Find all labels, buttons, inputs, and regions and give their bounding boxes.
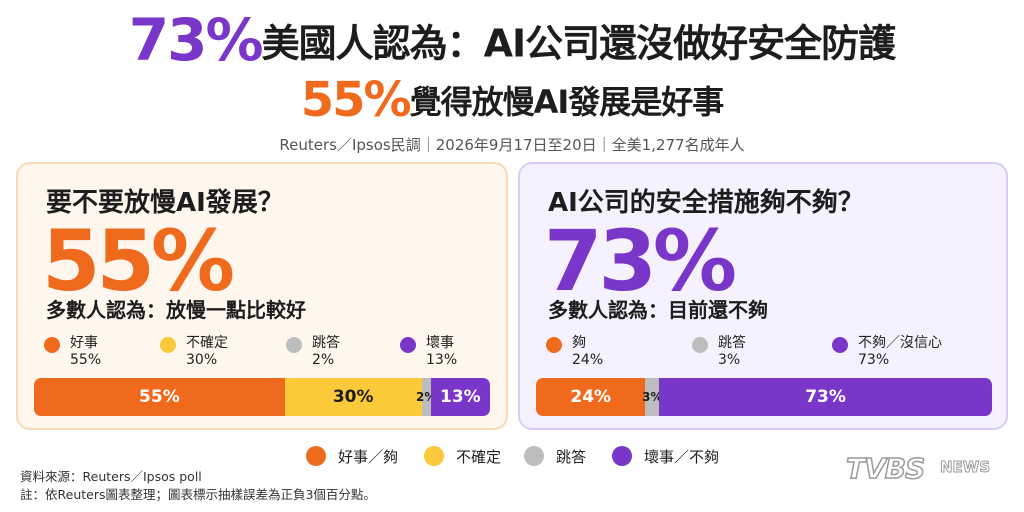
chart-panel-safety: AI公司的安全措施夠不夠？ 73% 多數人認為：目前還不夠 夠 24% 跳答 3… (518, 162, 1008, 430)
panel-subtitle: 多數人認為：目前還不夠 (548, 298, 768, 322)
panel-big-percent: 55% (42, 212, 235, 310)
legend-value: 24% (572, 352, 604, 368)
legend-label: 跳答 (312, 335, 340, 351)
bar-segment-label: 13% (440, 387, 481, 407)
legend-dot (612, 446, 632, 466)
legend-label: 跳答 (718, 335, 746, 351)
poll-source-line: Reuters／Ipsos民調｜2026年9月17日至20日｜全美1,277名成… (279, 136, 745, 154)
legend-label: 不夠／沒信心 (858, 335, 942, 351)
legend-label: 不確定 (186, 335, 228, 351)
legend-dot (400, 337, 416, 353)
legend-label: 壞事 (426, 335, 454, 351)
bar-segment-4: 13% (430, 378, 490, 416)
bar-segment-label: 73% (805, 387, 846, 407)
chart-panel-slow-down: 要不要放慢AI發展？ 55% 多數人認為：放慢一點比較好 好事 55% 不確定 … (16, 162, 508, 430)
headline-pct-55: 55% (300, 72, 412, 128)
headline-line2: 55%覺得放慢AI發展是好事 (0, 72, 1024, 128)
headline-text-2: 覺得放慢AI發展是好事 (409, 83, 725, 121)
headline-text-1: 美國人認為：AI公司還沒做好安全防護 (261, 21, 897, 66)
tvbs-news-logo: TVBS NEWS (845, 451, 1006, 488)
bar-segment-label: 55% (139, 387, 180, 407)
bar-segment-label: 3% (642, 390, 663, 404)
legend-label: 跳答 (556, 448, 587, 466)
panel-big-percent: 73% (544, 212, 737, 310)
bar-segment-2: 3% (642, 378, 663, 416)
legend-label: 夠 (572, 335, 586, 351)
legend-value: 3% (718, 352, 741, 368)
headline-pct-73: 73% (128, 6, 264, 74)
bar-segment-3: 73% (659, 378, 992, 416)
legend-label: 好事 (70, 335, 98, 351)
legend-dot (286, 337, 302, 353)
footnotes: 資料來源：Reuters／Ipsos poll 註：依Reuters圖表整理；圖… (20, 468, 376, 504)
legend-value: 30% (186, 352, 218, 368)
bar-segment-3: 2% (416, 378, 436, 416)
legend-dot (306, 446, 326, 466)
data-source-note: 資料來源：Reuters／Ipsos poll (20, 469, 202, 484)
legend-value: 55% (70, 352, 102, 368)
legend-dot (832, 337, 848, 353)
panel-question: AI公司的安全措施夠不夠？ (548, 188, 864, 218)
bar-segment-2: 30% (284, 378, 422, 416)
panel-subtitle: 多數人認為：放慢一點比較好 (46, 298, 306, 322)
stacked-bar-slow-down: 55% 30% 2% 13% (34, 378, 490, 416)
logo-suffix: NEWS (939, 458, 991, 477)
legend-value: 2% (312, 352, 335, 368)
methodology-note: 註：依Reuters圖表整理；圖表標示抽樣誤差為正負3個百分點。 (20, 487, 376, 502)
bar-segment-1: 24% (536, 378, 646, 416)
legend-dot (160, 337, 176, 353)
panel-question: 要不要放慢AI發展？ (46, 188, 284, 218)
legend-value: 73% (858, 352, 890, 368)
legend-label: 不確定 (456, 448, 502, 466)
legend-dot (424, 446, 444, 466)
logo-brand: TVBS (845, 451, 926, 486)
bar-segment-label: 24% (570, 387, 612, 407)
legend-dot (44, 337, 60, 353)
legend-label: 好事／夠 (338, 448, 399, 466)
bar-segment-label: 30% (332, 387, 374, 407)
legend-value: 13% (426, 352, 458, 368)
legend-dot (692, 337, 708, 353)
legend-label: 壞事／不夠 (644, 448, 720, 466)
stacked-bar-safety: 24% 3% 73% (536, 378, 992, 416)
legend-dot (524, 446, 544, 466)
bar-segment-1: 55% (34, 378, 285, 416)
legend-dot (546, 337, 562, 353)
headline-line1: 73%美國人認為：AI公司還沒做好安全防護 (0, 6, 1024, 74)
